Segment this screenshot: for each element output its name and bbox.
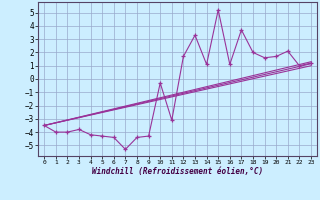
X-axis label: Windchill (Refroidissement éolien,°C): Windchill (Refroidissement éolien,°C)	[92, 167, 263, 176]
